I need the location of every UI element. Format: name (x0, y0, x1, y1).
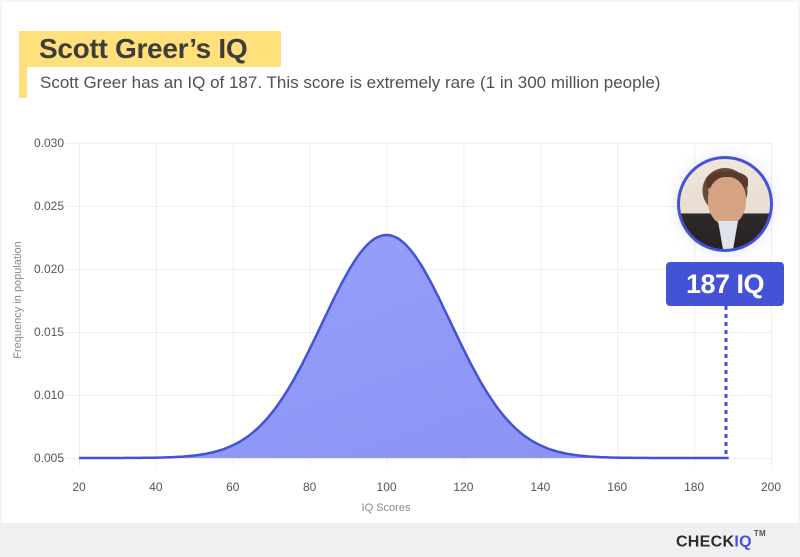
person-avatar (677, 156, 773, 252)
y-axis-label: Frequency in population (12, 241, 24, 358)
y-tick-label: 0.025 (34, 199, 64, 213)
checkiq-logo[interactable]: CHECKIQ TM (675, 529, 766, 551)
x-tick-label: 160 (607, 480, 627, 494)
y-tick-label: 0.020 (34, 262, 64, 276)
distribution-area (79, 235, 729, 458)
x-tick-label: 140 (530, 480, 550, 494)
x-tick-label: 180 (684, 480, 704, 494)
y-tick-label: 0.005 (34, 451, 64, 465)
x-axis-ticks: 20 40 60 80 100 120 140 160 180 200 (72, 480, 781, 494)
x-axis-label: IQ Scores (362, 502, 411, 514)
x-tick-label: 120 (453, 480, 473, 494)
x-tick-label: 60 (226, 480, 240, 494)
avatar-face (708, 177, 746, 225)
title-accent-strip (19, 31, 27, 98)
x-tick-label: 20 (72, 480, 86, 494)
title-highlight (19, 31, 281, 67)
page-title: Scott Greer’s IQ (39, 33, 248, 64)
logo-check-text: CHECK (675, 533, 735, 551)
x-tick-label: 80 (303, 480, 317, 494)
logo-trademark: TM (753, 529, 766, 538)
x-tick-label: 40 (149, 480, 163, 494)
y-axis-ticks: 0.005 0.010 0.015 0.020 0.025 0.030 (34, 136, 64, 465)
logo-iq-text: IQ (734, 533, 752, 551)
footer-bar: CHECKIQ TM (0, 523, 800, 557)
x-tick-label: 100 (377, 480, 397, 494)
y-tick-label: 0.030 (34, 136, 64, 150)
page-subtitle: Scott Greer has an IQ of 187. This score… (40, 73, 661, 92)
avatar-shirt (718, 221, 738, 249)
y-tick-label: 0.010 (34, 388, 64, 402)
y-tick-label: 0.015 (34, 325, 64, 339)
distribution-curve (79, 233, 729, 460)
x-tick-label: 200 (761, 480, 781, 494)
iq-score-badge: 187 IQ (666, 262, 784, 306)
